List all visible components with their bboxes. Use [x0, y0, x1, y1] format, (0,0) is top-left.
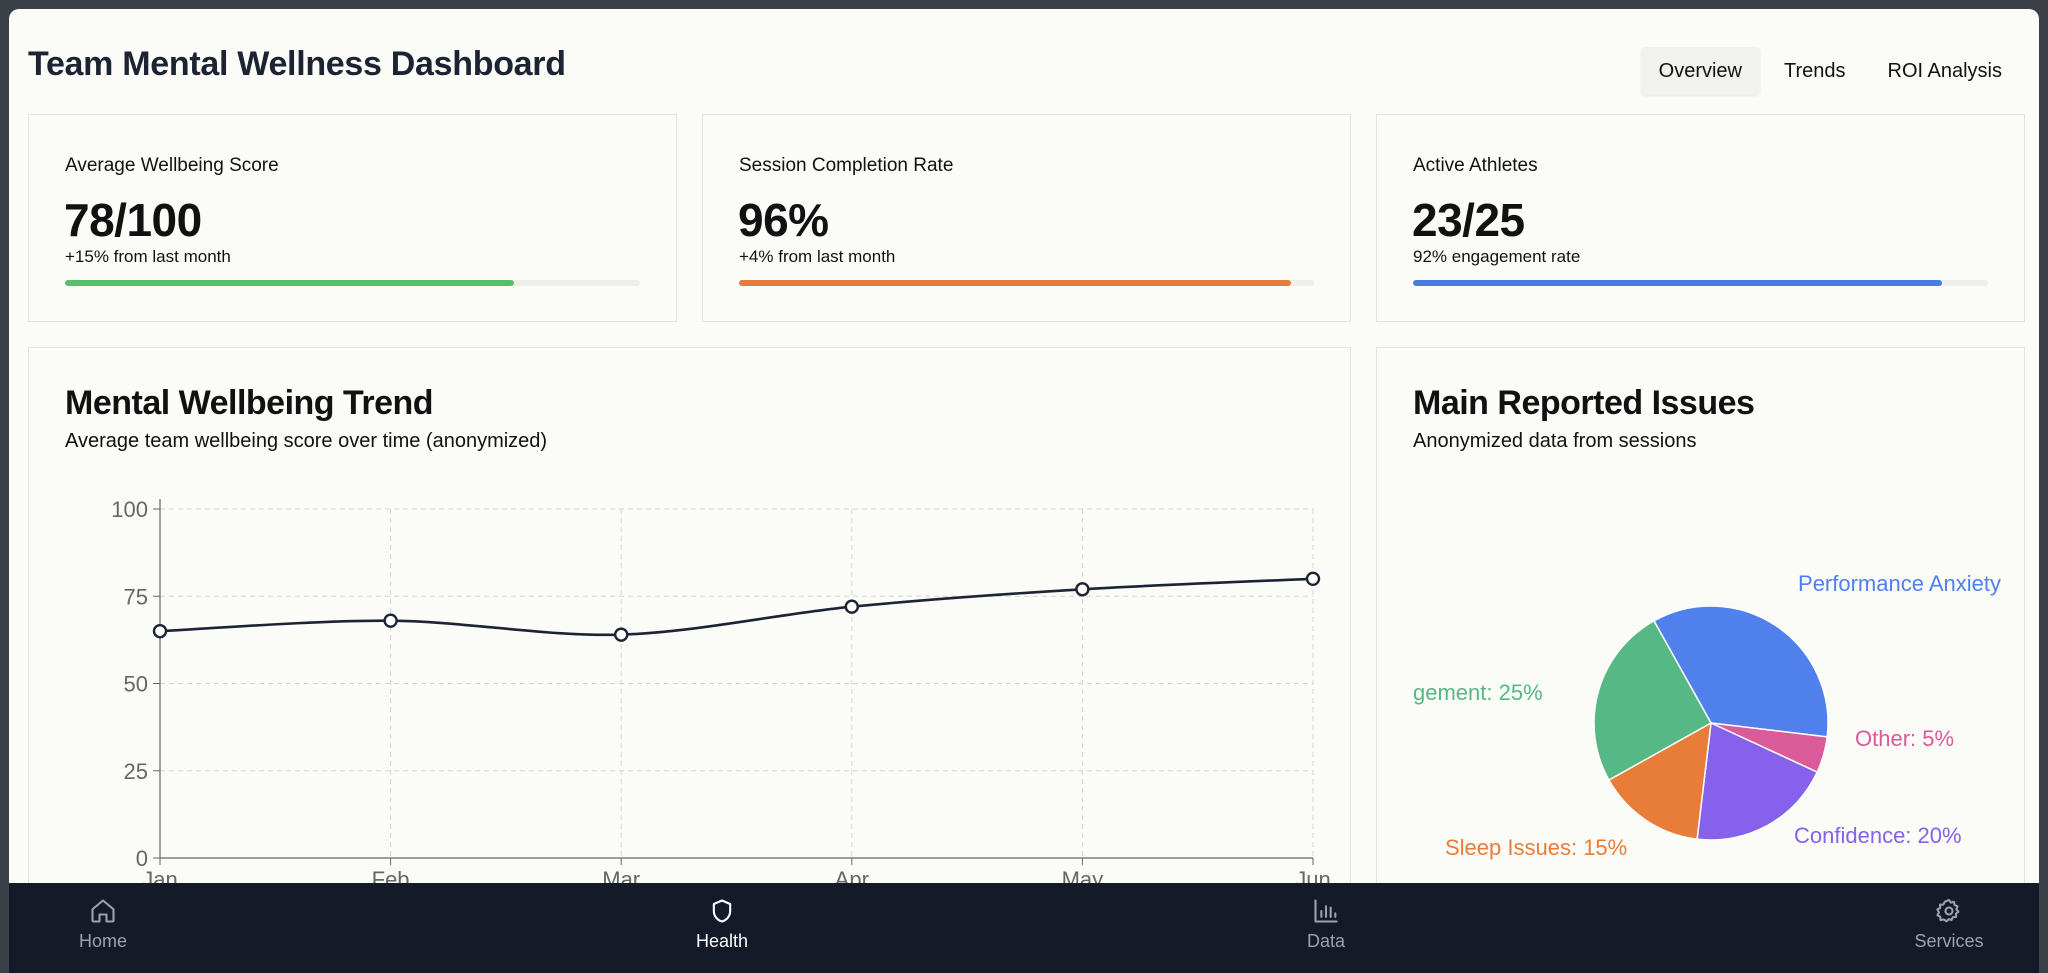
kpi-change: +4% from last month: [739, 247, 896, 266]
kpi-value: 78/100: [64, 194, 202, 246]
nav-home[interactable]: Home: [33, 897, 173, 952]
data-point: [1075, 582, 1090, 597]
home-icon: [91, 899, 115, 923]
progress-track: [1413, 280, 1988, 286]
data-point: [614, 627, 629, 642]
slice-label: Confidence: 20%: [1794, 823, 1962, 848]
pie-slice: [1593, 619, 1713, 782]
nav-label: Services: [1914, 931, 1984, 951]
bar-chart-icon: [1314, 899, 1338, 923]
y-tick-label: 0: [136, 846, 148, 871]
kpi-card-wellbeing: Average Wellbeing Score 78/100 +15% from…: [28, 114, 677, 322]
y-tick-label: 100: [111, 497, 148, 522]
nav-label: Home: [78, 931, 127, 951]
data-point: [152, 623, 168, 639]
y-tick-label: 25: [124, 759, 148, 784]
wellbeing-trend-card: Mental Wellbeing Trend Average team well…: [28, 347, 1351, 907]
kpi-value: 23/25: [1412, 194, 1525, 246]
data-point: [844, 599, 859, 614]
kpi-card-active-athletes: Active Athletes 23/25 92% engagement rat…: [1376, 114, 2025, 322]
kpi-card-session-completion: Session Completion Rate 96% +4% from las…: [702, 114, 1351, 322]
kpi-label: Active Athletes: [1413, 155, 1538, 176]
progress-bar: [65, 280, 514, 286]
shield-icon: [712, 899, 732, 923]
slice-label: Other: 5%: [1855, 726, 1954, 751]
tab-trends[interactable]: Trends: [1784, 60, 1846, 82]
pie-slice: [1607, 721, 1712, 841]
kpi-change: 92% engagement rate: [1413, 247, 1581, 266]
data-point: [383, 613, 398, 628]
bottom-navigation: Home Health Data Services: [9, 883, 2039, 973]
nav-health[interactable]: Health: [652, 897, 792, 952]
reported-issues-card: Main Reported Issues Anonymized data fro…: [1376, 347, 2025, 907]
kpi-label: Average Wellbeing Score: [65, 155, 279, 176]
section-title: Mental Wellbeing Trend: [65, 384, 434, 422]
kpi-label: Session Completion Rate: [739, 155, 954, 176]
app-window: Team Mental Wellness Dashboard Overview …: [9, 9, 2039, 973]
section-subtitle: Average team wellbeing score over time (…: [65, 430, 548, 452]
nav-services[interactable]: Services: [1879, 897, 2019, 952]
y-tick-label: 75: [124, 584, 148, 609]
y-tick-label: 50: [124, 672, 148, 697]
section-subtitle: Anonymized data from sessions: [1413, 430, 1697, 452]
kpi-value: 96%: [738, 194, 829, 246]
slice-label: Performance Anxiety: [1798, 571, 2001, 596]
slice-label: Sleep Issues: 15%: [1445, 835, 1627, 860]
pie-slice: [1696, 721, 1819, 841]
slice-label: gement: 25%: [1413, 680, 1543, 705]
progress-bar: [739, 280, 1291, 286]
section-title: Main Reported Issues: [1413, 384, 1755, 422]
tab-overview[interactable]: Overview: [1640, 47, 1760, 95]
progress-track: [65, 280, 640, 286]
series-line: [159, 577, 1314, 637]
view-tabs: Overview Trends ROI Analysis: [1640, 47, 2020, 95]
pie-slice: [1652, 605, 1829, 738]
progress-track: [739, 280, 1314, 286]
kpi-change: +15% from last month: [65, 247, 231, 266]
issues-pie-chart: Performance Anxiety Other: 5% Confidence: …: [1413, 571, 2001, 860]
progress-bar: [1413, 280, 1942, 286]
nav-label: Data: [1306, 931, 1346, 951]
nav-data[interactable]: Data: [1256, 897, 1396, 952]
data-point: [1305, 571, 1321, 587]
tab-roi-analysis[interactable]: ROI Analysis: [1887, 60, 2002, 82]
page-title: Team Mental Wellness Dashboard: [28, 45, 566, 83]
gear-icon: [1936, 898, 1960, 923]
nav-label: Health: [695, 931, 749, 951]
